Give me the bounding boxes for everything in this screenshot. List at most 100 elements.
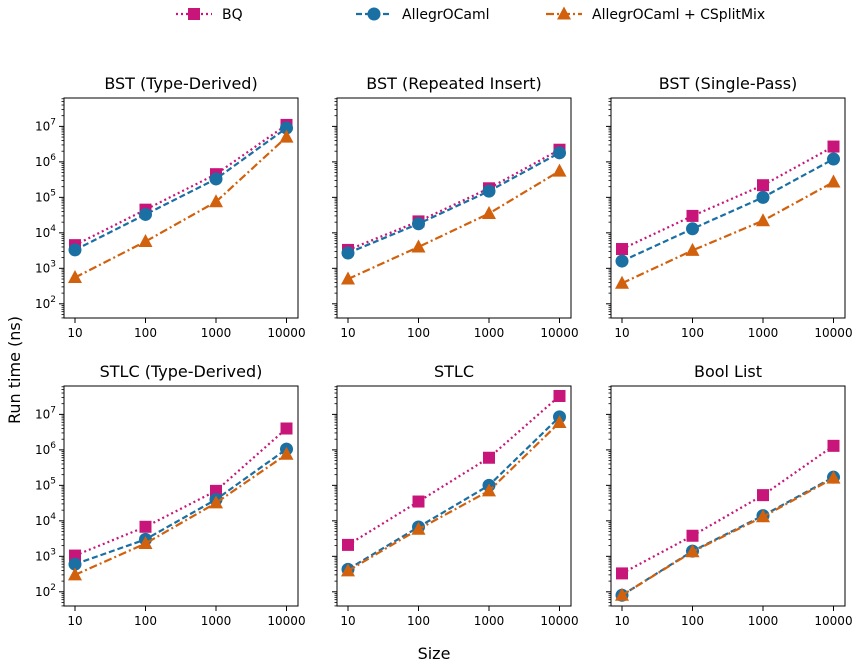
x-tick-label: 10000 bbox=[540, 326, 578, 340]
legend: BQ AllegrOCaml AllegrOCaml + CSplitMix bbox=[176, 6, 765, 23]
series-square bbox=[342, 143, 566, 256]
x-tick-label: 100 bbox=[681, 326, 704, 340]
data-point bbox=[139, 520, 152, 533]
x-tick-label: 10 bbox=[67, 614, 82, 628]
legend-label: AllegrOCaml + CSplitMix bbox=[592, 7, 765, 23]
legend-label: BQ bbox=[222, 7, 243, 23]
y-axis-label: Run time (ns) bbox=[5, 316, 24, 424]
data-point bbox=[615, 275, 629, 289]
series-triangle bbox=[68, 446, 294, 581]
x-tick-label: 100 bbox=[134, 326, 157, 340]
series-circle bbox=[68, 442, 293, 571]
x-axis-label: Size bbox=[418, 644, 451, 663]
legend-marker bbox=[188, 8, 200, 20]
data-point bbox=[482, 184, 496, 198]
data-point bbox=[757, 179, 769, 192]
chart-panel: Bool List 10 100 1000 10000 bbox=[606, 362, 853, 628]
x-tick-label: 100 bbox=[407, 326, 430, 340]
y-tick-label: 105 bbox=[35, 476, 56, 492]
series-line bbox=[74, 453, 288, 576]
data-point bbox=[827, 140, 840, 153]
data-point bbox=[553, 146, 566, 160]
data-point bbox=[686, 209, 699, 222]
data-point bbox=[68, 243, 82, 257]
series-circle bbox=[341, 410, 566, 576]
x-tick-label: 10000 bbox=[540, 614, 578, 628]
series-square bbox=[69, 118, 293, 252]
series-line bbox=[74, 124, 288, 247]
x-tick-label: 1000 bbox=[748, 614, 779, 628]
data-point bbox=[756, 213, 770, 227]
series-line bbox=[74, 127, 288, 251]
data-point bbox=[827, 152, 840, 166]
y-tick-label: 107 bbox=[35, 405, 56, 421]
y-tick-label: 103 bbox=[35, 547, 56, 563]
data-point bbox=[412, 495, 425, 508]
legend-entry: AllegrOCaml + CSplitMix bbox=[546, 6, 765, 23]
series-line bbox=[74, 427, 288, 557]
series-line bbox=[621, 158, 835, 263]
legend-label: AllegrOCaml bbox=[402, 7, 490, 23]
x-tick-label: 100 bbox=[134, 614, 157, 628]
y-tick-label: 104 bbox=[35, 224, 56, 240]
series-triangle bbox=[615, 174, 841, 289]
chart-panel: BST (Type-Derived) 102 103 104 105 106 107 10 10… bbox=[35, 74, 306, 340]
y-tick-label: 102 bbox=[35, 295, 56, 311]
data-point bbox=[483, 451, 495, 464]
series-circle bbox=[341, 146, 566, 260]
panel-frame bbox=[336, 97, 572, 319]
x-tick-label: 10000 bbox=[267, 614, 305, 628]
data-point bbox=[341, 563, 355, 577]
data-point bbox=[139, 207, 152, 221]
y-tick-label: 104 bbox=[35, 512, 56, 528]
data-point bbox=[341, 271, 355, 285]
series-triangle bbox=[341, 415, 567, 577]
x-tick-label: 100 bbox=[681, 614, 704, 628]
x-tick-label: 10 bbox=[614, 326, 629, 340]
data-point bbox=[68, 270, 82, 284]
x-tick-label: 1000 bbox=[748, 326, 779, 340]
data-point bbox=[412, 217, 425, 231]
data-point bbox=[615, 254, 629, 268]
data-point bbox=[280, 422, 293, 435]
panel-title: Bool List bbox=[694, 362, 762, 381]
y-tick-label: 105 bbox=[35, 188, 56, 204]
series-line bbox=[347, 170, 561, 281]
chart-panel: STLC 10 100 1000 10000 bbox=[332, 362, 579, 628]
series-line bbox=[74, 136, 288, 279]
chart-panels: BST (Type-Derived) 102 103 104 105 106 107 10 10… bbox=[35, 74, 853, 628]
series-square bbox=[616, 140, 840, 256]
data-point bbox=[209, 194, 223, 208]
panel-title: BST (Single-Pass) bbox=[659, 74, 798, 93]
series-triangle bbox=[68, 129, 294, 284]
panel-frame bbox=[610, 97, 846, 319]
data-point bbox=[615, 587, 629, 601]
data-point bbox=[685, 242, 700, 256]
series-line bbox=[74, 448, 288, 566]
x-tick-label: 10000 bbox=[267, 326, 305, 340]
x-tick-label: 1000 bbox=[474, 614, 505, 628]
data-point bbox=[209, 172, 223, 186]
panel-frame bbox=[63, 97, 299, 319]
panel-title: STLC (Type-Derived) bbox=[100, 362, 263, 381]
series-square bbox=[342, 389, 566, 551]
data-point bbox=[553, 389, 566, 402]
legend-marker bbox=[367, 7, 381, 21]
legend-entry: BQ bbox=[176, 7, 243, 23]
data-point bbox=[68, 567, 82, 581]
series-circle bbox=[68, 121, 293, 257]
y-tick-label: 106 bbox=[35, 441, 56, 457]
data-point bbox=[616, 243, 628, 256]
data-point bbox=[482, 483, 496, 497]
series-circle bbox=[615, 152, 840, 268]
data-point bbox=[279, 129, 294, 143]
series-line bbox=[621, 145, 835, 251]
x-tick-label: 1000 bbox=[201, 326, 232, 340]
data-point bbox=[756, 509, 770, 523]
x-tick-label: 10000 bbox=[814, 614, 852, 628]
data-point bbox=[686, 222, 699, 236]
chart-panel: STLC (Type-Derived) 102 103 104 105 106 107 10 1… bbox=[35, 362, 306, 628]
series-line bbox=[621, 444, 835, 575]
data-point bbox=[827, 439, 840, 452]
